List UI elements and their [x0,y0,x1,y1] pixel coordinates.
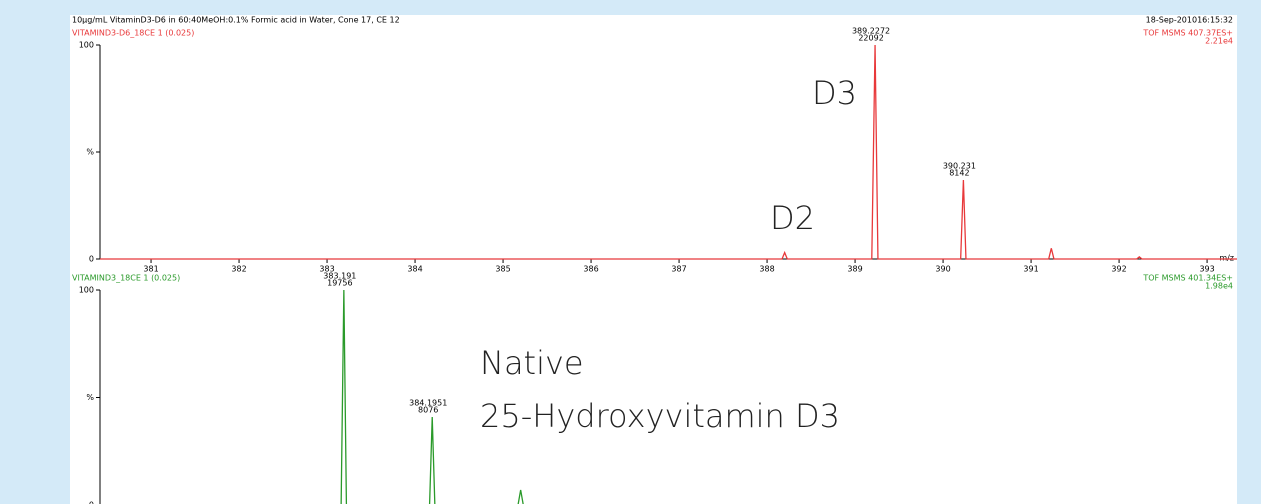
peak-mz: 389.2272 [852,27,890,36]
peak-count: 19756 [327,279,352,288]
x-tick-label: 384 [407,265,422,274]
y-tick-label: 0 [89,255,94,264]
callout: D3 [812,74,857,112]
x-tick-label: 389 [847,265,862,274]
x-tick-label: 383 [319,265,334,274]
spectrum-scale: 2.21e4 [1205,37,1233,46]
y-tick-label: 100 [79,41,94,50]
spectrum-function: TOF MSMS 401.34ES+ [1142,274,1233,283]
x-tick-label: 387 [671,265,686,274]
y-tick-label: 0 [89,501,94,504]
peak-mz: 383.191 [323,272,356,281]
callout: D2 [770,199,815,237]
peak-count: 8076 [418,406,438,415]
header-description: 10µg/mL VitaminD3-D6 in 60:40MeOH:0.1% F… [72,16,400,25]
peak-count: 8142 [949,169,969,178]
x-tick-label: 388 [759,265,774,274]
callout: Native [480,344,584,382]
y-tick-label: % [86,393,94,402]
x-tick-label: 385 [495,265,510,274]
x-tick-label: 391 [1023,265,1038,274]
x-tick-label: 393 [1199,265,1214,274]
x-tick-label: 381 [143,265,158,274]
x-tick-label: 386 [583,265,598,274]
header-timestamp: 18-Sep-201016:15:32 [1146,16,1233,25]
peak-mz: 390.231 [943,162,976,171]
spectrum-line [340,289,524,504]
spectrum-title: VITAMIND3-D6_18CE 1 (0.025) [72,29,194,38]
callout: 25-Hydroxyvitamin D3 [480,397,840,435]
x-tick-label: 392 [1111,265,1126,274]
peak-mz: 384.1951 [409,399,447,408]
x-tick-label: 390 [935,265,950,274]
spectrum-scale: 1.98e4 [1205,282,1233,291]
spectrum-function: TOF MSMS 407.37ES+ [1142,29,1233,38]
y-tick-label: % [86,148,94,157]
y-tick-label: 100 [79,286,94,295]
x-tick-label: 382 [231,265,246,274]
x-axis-label: m/z [1219,254,1234,263]
spectrum-title: VITAMIND3_18CE 1 (0.025) [72,274,180,283]
peak-count: 22092 [858,34,883,43]
spectrum-line [100,44,1237,260]
